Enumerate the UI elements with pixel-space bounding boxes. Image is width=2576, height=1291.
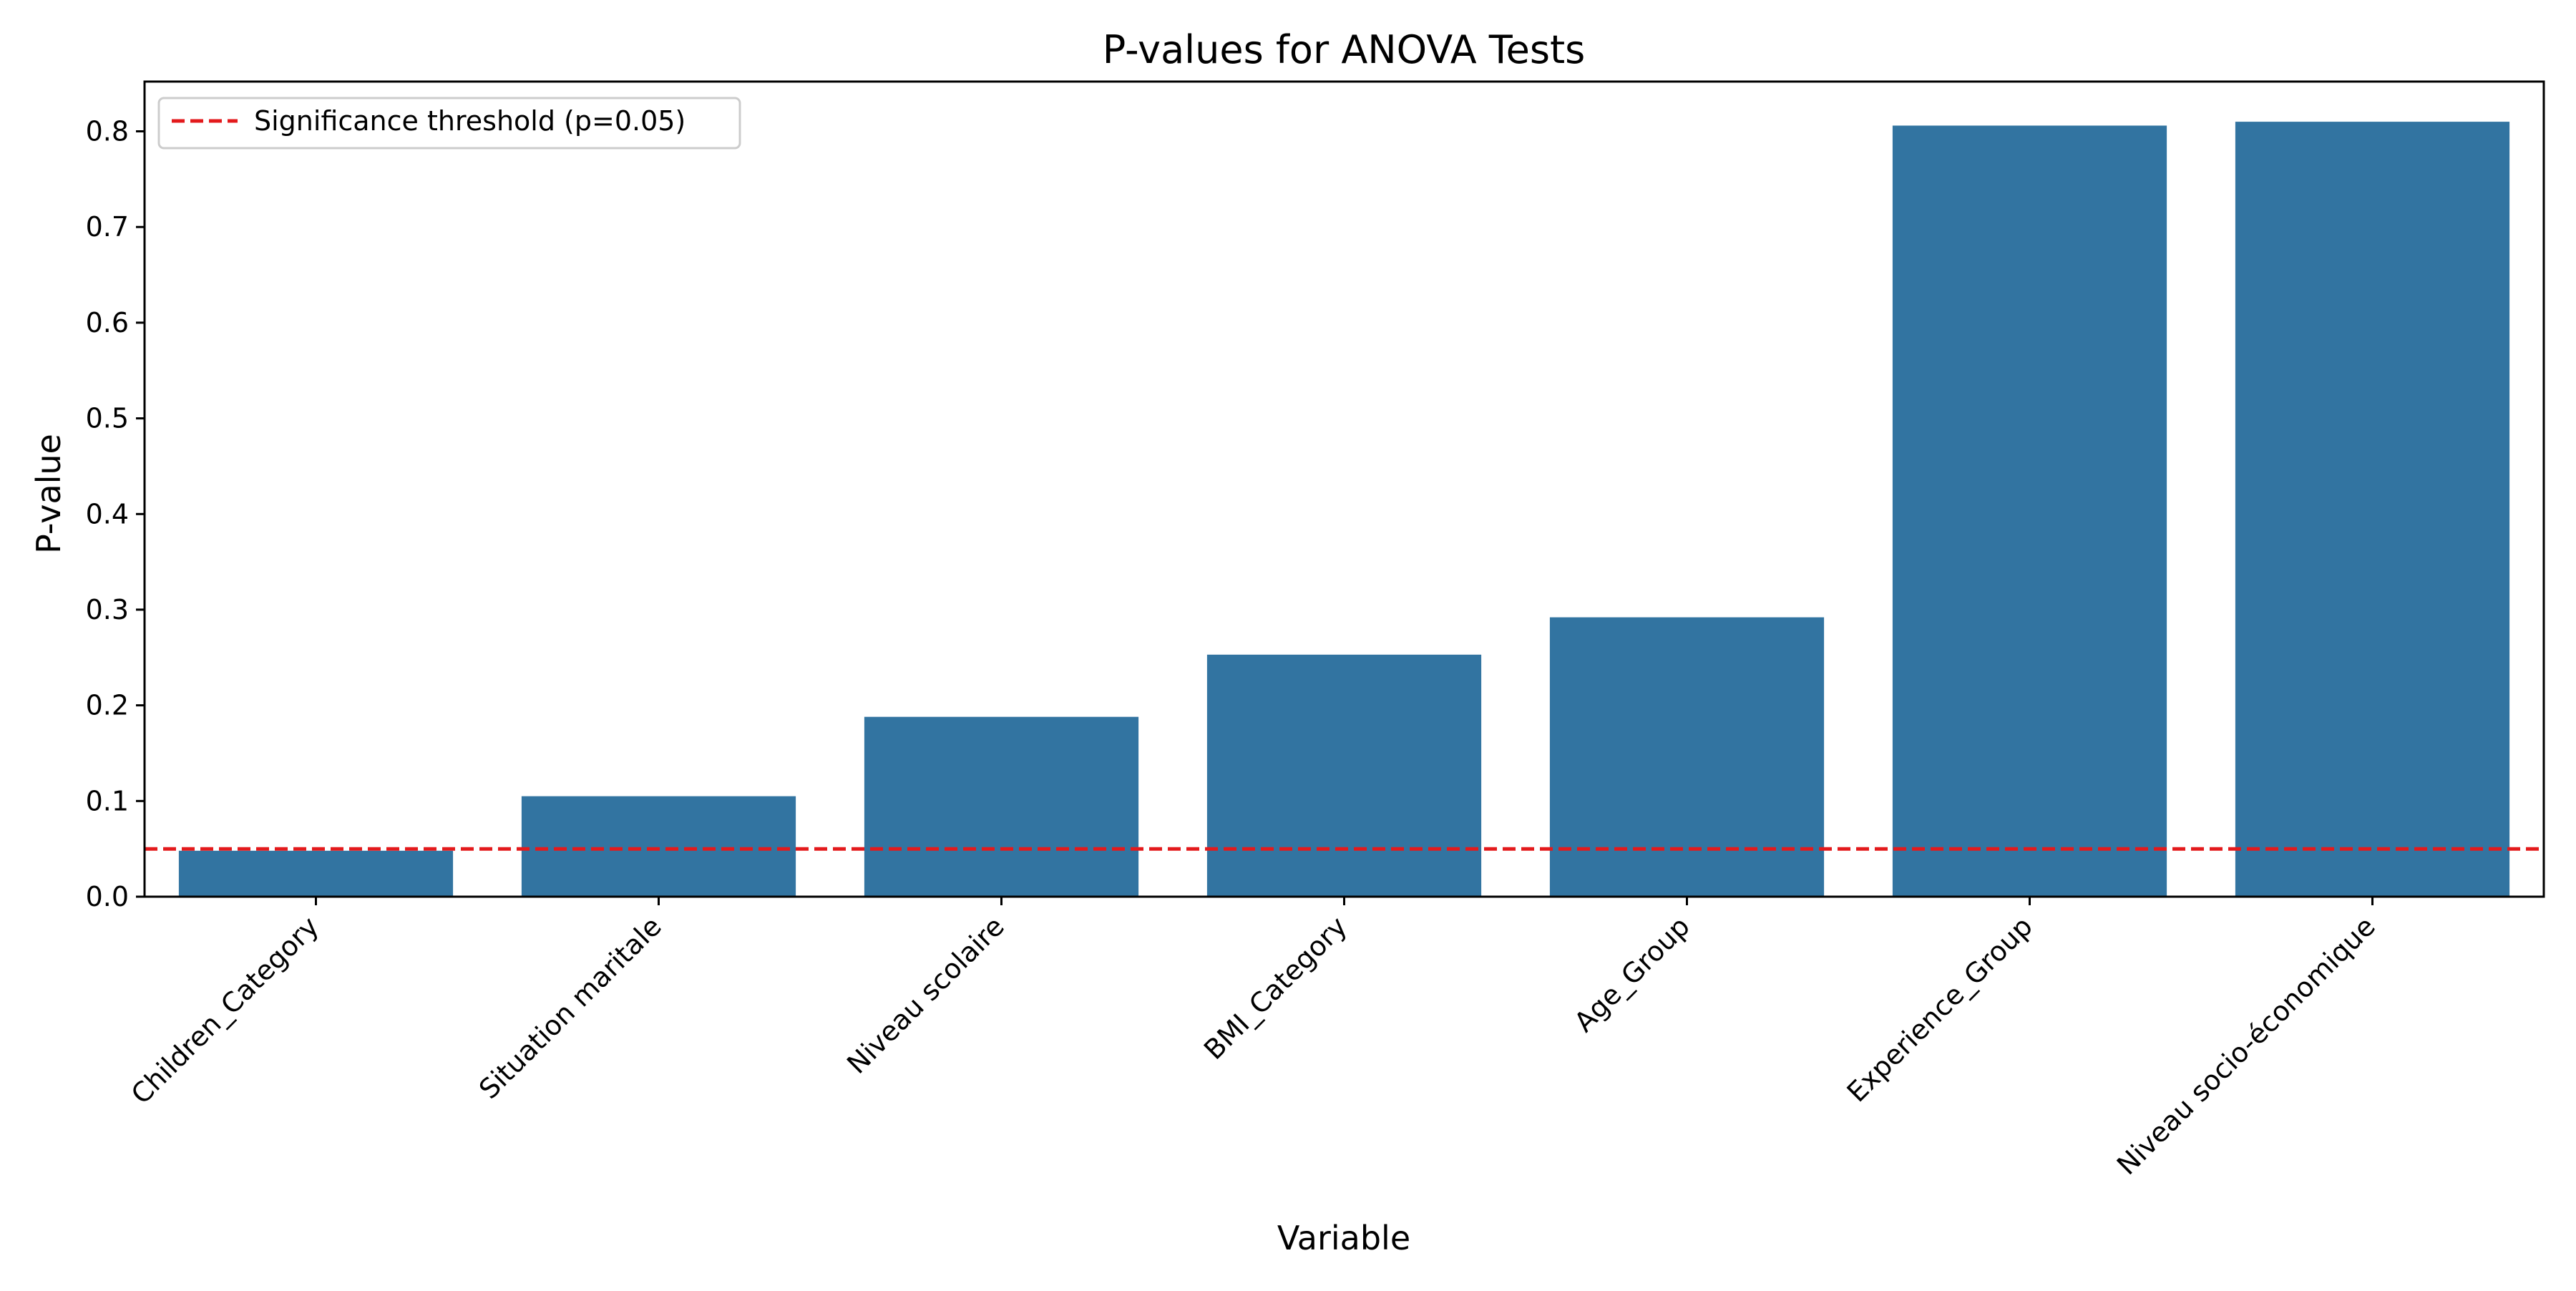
x-tick-label-4: Age_Group (1568, 910, 1696, 1038)
y-tick-label-4: 0.4 (86, 498, 129, 530)
y-tick-label-7: 0.7 (86, 211, 129, 243)
y-tick-label-1: 0.1 (86, 785, 129, 817)
y-tick-label-0: 0.0 (86, 881, 129, 912)
x-tick-label-6: Niveau socio-économique (2111, 910, 2381, 1181)
legend: Significance threshold (p=0.05) (157, 97, 741, 150)
bar-0 (178, 850, 454, 897)
y-tick-label-6: 0.6 (86, 307, 129, 338)
y-tick-label-3: 0.3 (86, 594, 129, 625)
y-tick-label-8: 0.8 (86, 116, 129, 147)
x-tick-label-0: Children_Category (125, 910, 325, 1110)
legend-box (157, 97, 741, 150)
bar-2 (864, 716, 1139, 897)
chart-title: P-values for ANOVA Tests (1103, 27, 1586, 72)
bar-3 (1206, 654, 1482, 897)
bar-4 (1549, 617, 1825, 897)
bar-5 (1892, 125, 2167, 897)
legend-threshold-label: Significance threshold (p=0.05) (254, 105, 686, 137)
y-axis-title: P-value (29, 434, 68, 554)
x-axis-title: Variable (1277, 1219, 1410, 1257)
x-tick-label-2: Niveau scolaire (841, 910, 1010, 1080)
x-tick-label-3: BMI_Category (1198, 910, 1353, 1066)
x-tick-label-1: Situation maritale (473, 910, 668, 1105)
bar-1 (521, 796, 796, 897)
x-tick-label-5: Experience_Group (1841, 910, 2039, 1108)
bar-6 (2235, 122, 2510, 897)
y-tick-label-5: 0.5 (86, 403, 129, 434)
bars-layer (178, 122, 2510, 897)
y-tick-label-2: 0.2 (86, 690, 129, 721)
